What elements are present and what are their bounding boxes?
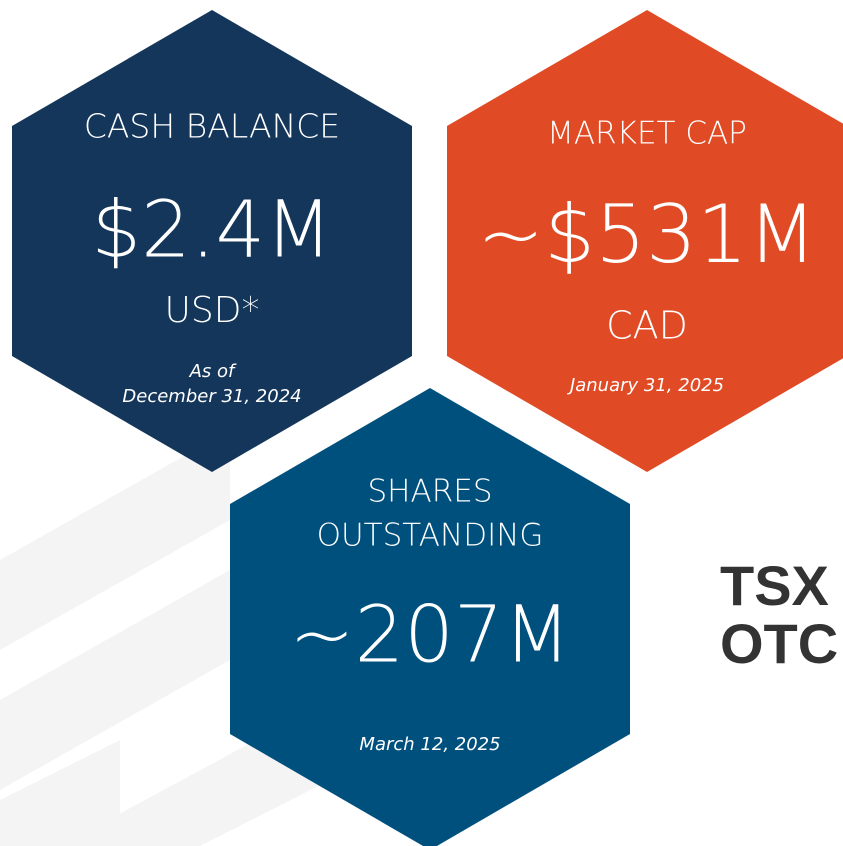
- card-label: MARKET CAP: [547, 116, 747, 152]
- card-value: ~$531M: [477, 188, 817, 281]
- card-unit: CAD: [606, 304, 688, 348]
- card-label: OUTSTANDING: [317, 518, 544, 554]
- card-value: $2.4M: [92, 186, 333, 276]
- card-note: January 31, 2025: [567, 375, 724, 396]
- card-note: March 12, 2025: [359, 734, 500, 755]
- card-label: SHARES: [368, 474, 493, 510]
- card-value: ~207M: [289, 591, 571, 681]
- content: CASH BALANCE $2.4M USD* As of December 31, 2…: [84, 107, 817, 756]
- ticker: OTC: [720, 612, 838, 675]
- ticker: TSX: [720, 554, 829, 617]
- hexagon-shares: [230, 388, 630, 846]
- hexagon-market-cap: [447, 10, 843, 472]
- card-unit: USD*: [165, 290, 260, 331]
- card-note: December 31, 2024: [122, 386, 301, 407]
- card-label: CASH BALANCE: [84, 107, 340, 146]
- card-note: As of: [189, 361, 237, 382]
- hexagon-cash: [12, 10, 412, 472]
